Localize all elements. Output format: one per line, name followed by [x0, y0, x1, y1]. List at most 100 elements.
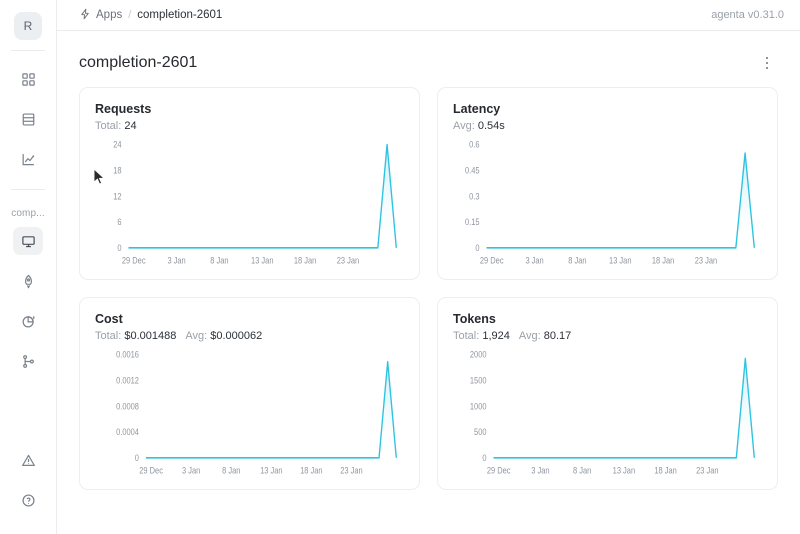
- chart-latency[interactable]: 0 0.15 0.3 0.45 0.6 29 Dec 3 Jan 8 Jan 13 Jan 18 …: [450, 134, 763, 271]
- svg-text:0: 0: [475, 242, 479, 253]
- metrics-grid: Requests Total: 24 0 6 12 18 24 29 Dec 3 Jan 8 Ja…: [79, 87, 778, 490]
- breadcrumb: Apps / completion-2601: [79, 8, 222, 23]
- svg-text:2000: 2000: [470, 349, 487, 360]
- sidebar-bottom-group: [13, 440, 43, 520]
- sidebar-item-variants[interactable]: [13, 347, 43, 375]
- sidebar: R: [0, 0, 57, 534]
- svg-text:23 Jan: 23 Jan: [695, 255, 718, 266]
- sidebar-group-label: comp...: [11, 208, 45, 219]
- sidebar-primary-group: [0, 59, 56, 179]
- card-stat-1: Total: $0.001488: [95, 330, 176, 342]
- monitor-icon: [21, 234, 36, 249]
- svg-text:24: 24: [113, 139, 122, 150]
- svg-text:6: 6: [117, 216, 121, 227]
- svg-text:0: 0: [135, 452, 139, 463]
- card-stat-label-1: Total:: [95, 330, 125, 342]
- chart-area: [145, 361, 397, 458]
- lightning-bolt-icon: [79, 8, 91, 23]
- card-stat-value-1: $0.001488: [124, 330, 177, 342]
- sidebar-item-testsets[interactable]: [13, 105, 43, 133]
- svg-text:3 Jan: 3 Jan: [167, 255, 186, 266]
- main-column: Apps / completion-2601 agenta v0.31.0 co…: [57, 0, 800, 534]
- svg-text:18 Jan: 18 Jan: [654, 465, 677, 476]
- metric-card-latency: Latency Avg: 0.54s 0 0.15 0.3 0.45 0.6 29 Dec 3 …: [437, 87, 778, 280]
- svg-text:0: 0: [117, 242, 121, 253]
- svg-text:0.6: 0.6: [469, 139, 480, 150]
- svg-text:29 Dec: 29 Dec: [480, 255, 504, 266]
- metric-card-cost: Cost Total: $0.001488 Avg: $0.000062 0 0.000…: [79, 297, 420, 490]
- rocket-icon: [21, 274, 36, 289]
- svg-text:3 Jan: 3 Jan: [531, 465, 550, 476]
- chart-cost[interactable]: 0 0.0004 0.0008 0.0012 0.0016 29 Dec 3 Jan 8 Ja…: [92, 344, 405, 481]
- sidebar-item-evaluations[interactable]: [13, 145, 43, 173]
- card-stat-1: Avg: 0.54s: [453, 120, 505, 132]
- svg-text:8 Jan: 8 Jan: [573, 465, 592, 476]
- topbar: Apps / completion-2601 agenta v0.31.0: [57, 0, 800, 31]
- sidebar-divider-mid: [11, 189, 45, 190]
- chart-line: [493, 357, 755, 459]
- svg-text:0.15: 0.15: [465, 216, 480, 227]
- svg-text:0.3: 0.3: [469, 191, 480, 202]
- metric-card-tokens: Tokens Total: 1,924 Avg: 80.17 0 500 1000 1500…: [437, 297, 778, 490]
- card-title: Latency: [453, 102, 501, 116]
- svg-text:13 Jan: 13 Jan: [251, 255, 274, 266]
- card-stat-label-2: Avg:: [185, 330, 211, 342]
- git-branch-icon: [21, 354, 36, 369]
- sidebar-item-apps[interactable]: [13, 65, 43, 93]
- breadcrumb-apps[interactable]: Apps: [79, 8, 122, 23]
- content-area: completion-2601 Requests Total: 24 0 6 12 18 2…: [57, 31, 800, 534]
- svg-text:23 Jan: 23 Jan: [337, 255, 360, 266]
- svg-text:23 Jan: 23 Jan: [696, 465, 719, 476]
- svg-text:8 Jan: 8 Jan: [568, 255, 587, 266]
- svg-text:0.0004: 0.0004: [116, 426, 139, 437]
- sidebar-item-observability[interactable]: [13, 307, 43, 335]
- kebab-dot: [765, 66, 769, 70]
- chart-area: [128, 144, 397, 248]
- chart-line: [128, 143, 397, 249]
- database-icon: [21, 112, 36, 127]
- help-circle-icon: [21, 493, 36, 508]
- sidebar-item-deployments[interactable]: [13, 267, 43, 295]
- card-stat-label-2: Avg:: [518, 330, 544, 342]
- grid-icon: [21, 72, 36, 87]
- card-stat-value-2: 80.17: [543, 330, 572, 342]
- svg-text:23 Jan: 23 Jan: [340, 465, 363, 476]
- metric-card-requests: Requests Total: 24 0 6 12 18 24 29 Dec 3 Jan 8 Ja…: [79, 87, 420, 280]
- chart-line-icon: [21, 152, 36, 167]
- svg-text:13 Jan: 13 Jan: [260, 465, 283, 476]
- svg-text:0: 0: [482, 452, 486, 463]
- sidebar-item-overview[interactable]: [13, 227, 43, 255]
- card-title: Requests: [95, 102, 152, 116]
- avatar[interactable]: R: [14, 12, 42, 40]
- svg-text:0.0016: 0.0016: [116, 349, 139, 360]
- svg-text:18 Jan: 18 Jan: [294, 255, 317, 266]
- svg-text:3 Jan: 3 Jan: [182, 465, 201, 476]
- svg-text:29 Dec: 29 Dec: [122, 255, 146, 266]
- chart-tokens[interactable]: 0 500 1000 1500 2000 29 Dec 3 Jan 8 Jan 13 Jan 18…: [450, 344, 763, 481]
- svg-text:8 Jan: 8 Jan: [210, 255, 229, 266]
- chart-requests[interactable]: 0 6 12 18 24 29 Dec 3 Jan 8 Jan 13 Jan 18 Jan 23 J…: [92, 134, 405, 271]
- chart-area: [493, 358, 755, 458]
- sidebar-item-help[interactable]: [13, 486, 43, 514]
- card-title: Cost: [95, 312, 123, 326]
- breadcrumb-separator: /: [128, 9, 132, 21]
- breadcrumb-apps-label: Apps: [96, 9, 123, 21]
- svg-text:0.0008: 0.0008: [116, 401, 139, 412]
- chart-line: [486, 152, 755, 249]
- svg-text:12: 12: [113, 191, 122, 202]
- svg-text:1500: 1500: [470, 375, 487, 386]
- card-stat-value-2: $0.000062: [210, 330, 263, 342]
- page-title: completion-2601: [79, 54, 198, 71]
- kebab-dot: [765, 61, 769, 65]
- card-stat-label-1: Total:: [95, 120, 125, 132]
- kebab-menu-icon[interactable]: [756, 52, 778, 74]
- svg-text:18 Jan: 18 Jan: [300, 465, 323, 476]
- card-stat-value-1: 24: [124, 120, 137, 132]
- card-stat-2: Avg: 80.17: [519, 330, 571, 342]
- chart-line: [145, 360, 397, 459]
- breadcrumb-current: completion-2601: [137, 9, 223, 21]
- sidebar-item-warning[interactable]: [13, 446, 43, 474]
- svg-text:29 Dec: 29 Dec: [487, 465, 511, 476]
- warning-triangle-icon: [21, 453, 36, 468]
